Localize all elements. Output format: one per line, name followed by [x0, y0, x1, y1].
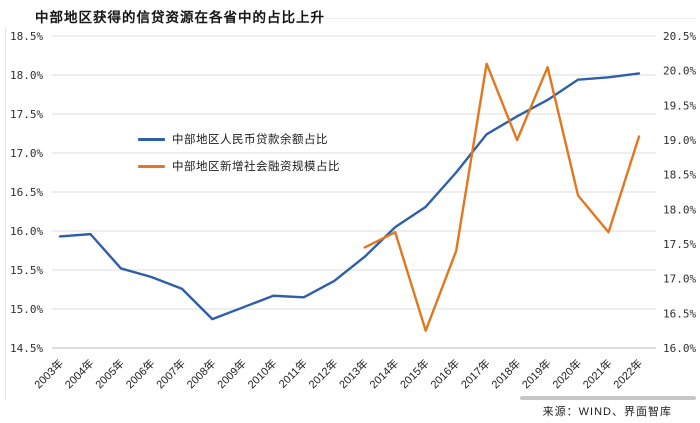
- x-axis-tick-label: 2019年: [519, 356, 554, 391]
- right-axis-tick-label: 20.5%: [663, 30, 696, 43]
- x-axis-tick-label: 2017年: [458, 356, 493, 391]
- source-caption: 来源：WIND、界面智库: [542, 406, 672, 418]
- x-axis-tick-label: 2016年: [427, 356, 462, 391]
- right-axis-tick-label: 18.5%: [663, 169, 696, 182]
- right-axis-tick-label: 16.5%: [663, 307, 696, 320]
- x-axis-tick-label: 2018年: [488, 356, 523, 391]
- chart-title: 中部地区获得的信贷资源在各省中的占比上升: [35, 10, 325, 25]
- chart-legend: 中部地区人民币贷款余额占比 中部地区新增社会融资规模占比: [138, 131, 340, 174]
- x-axis-tick-label: 2006年: [123, 356, 158, 391]
- x-axis-tick-label: 2022年: [610, 356, 645, 391]
- top-border-line: [44, 18, 696, 19]
- x-axis-tick-label: 2005年: [92, 356, 127, 391]
- left-axis-tick-label: 15.5%: [10, 264, 43, 277]
- left-axis-tick-label: 14.5%: [10, 342, 43, 355]
- x-axis-tick-label: 2012年: [305, 356, 340, 391]
- left-border-line: [5, 28, 6, 400]
- left-axis-tick-label: 17.5%: [10, 108, 43, 121]
- legend-label: 中部地区新增社会融资规模占比: [172, 161, 340, 173]
- horizontal-scrollbar[interactable]: [520, 396, 696, 400]
- legend-item-loan-balance[interactable]: 中部地区人民币贷款余额占比: [138, 131, 340, 147]
- right-axis-tick-label: 17.0%: [663, 273, 696, 286]
- left-axis-tick-label: 15.0%: [10, 303, 43, 316]
- x-axis-tick-label: 2010年: [244, 356, 279, 391]
- x-axis-tick-label: 2020年: [549, 356, 584, 391]
- left-axis-tick-label: 16.0%: [10, 225, 43, 238]
- x-axis-tick-label: 2007年: [153, 356, 188, 391]
- x-axis-tick-label: 2011年: [276, 356, 310, 390]
- x-axis-tick-label: 2009年: [214, 356, 249, 391]
- legend-line-blue: [138, 137, 165, 141]
- x-axis-tick-label: 2004年: [62, 356, 97, 391]
- right-axis-tick-label: 19.5%: [663, 99, 696, 112]
- left-axis-tick-label: 16.5%: [10, 186, 43, 199]
- x-axis-tick-label: 2015年: [397, 356, 432, 391]
- right-axis-tick-label: 19.0%: [663, 134, 696, 147]
- x-axis-tick-label: 2003年: [31, 356, 66, 391]
- legend-line-orange: [138, 164, 165, 168]
- left-axis-tick-label: 17.0%: [10, 147, 43, 160]
- legend-label: 中部地区人民币贷款余额占比: [172, 134, 328, 146]
- right-axis-tick-label: 16.0%: [663, 342, 696, 355]
- x-axis-tick-label: 2021年: [580, 356, 615, 391]
- right-axis-tick-label: 20.0%: [663, 65, 696, 78]
- series-line-loan-balance: [58, 72, 641, 321]
- right-axis-tick-label: 17.5%: [663, 238, 696, 251]
- left-axis-tick-label: 18.5%: [10, 30, 43, 43]
- legend-item-social-financing[interactable]: 中部地区新增社会融资规模占比: [138, 158, 340, 174]
- x-axis-tick-label: 2013年: [336, 356, 371, 391]
- x-axis-tick-label: 2008年: [183, 356, 218, 391]
- series-line-social-financing: [363, 62, 641, 332]
- right-axis-tick-label: 18.0%: [663, 203, 696, 216]
- x-axis-tick-label: 2014年: [366, 356, 401, 391]
- left-axis-tick-label: 18.0%: [10, 69, 43, 82]
